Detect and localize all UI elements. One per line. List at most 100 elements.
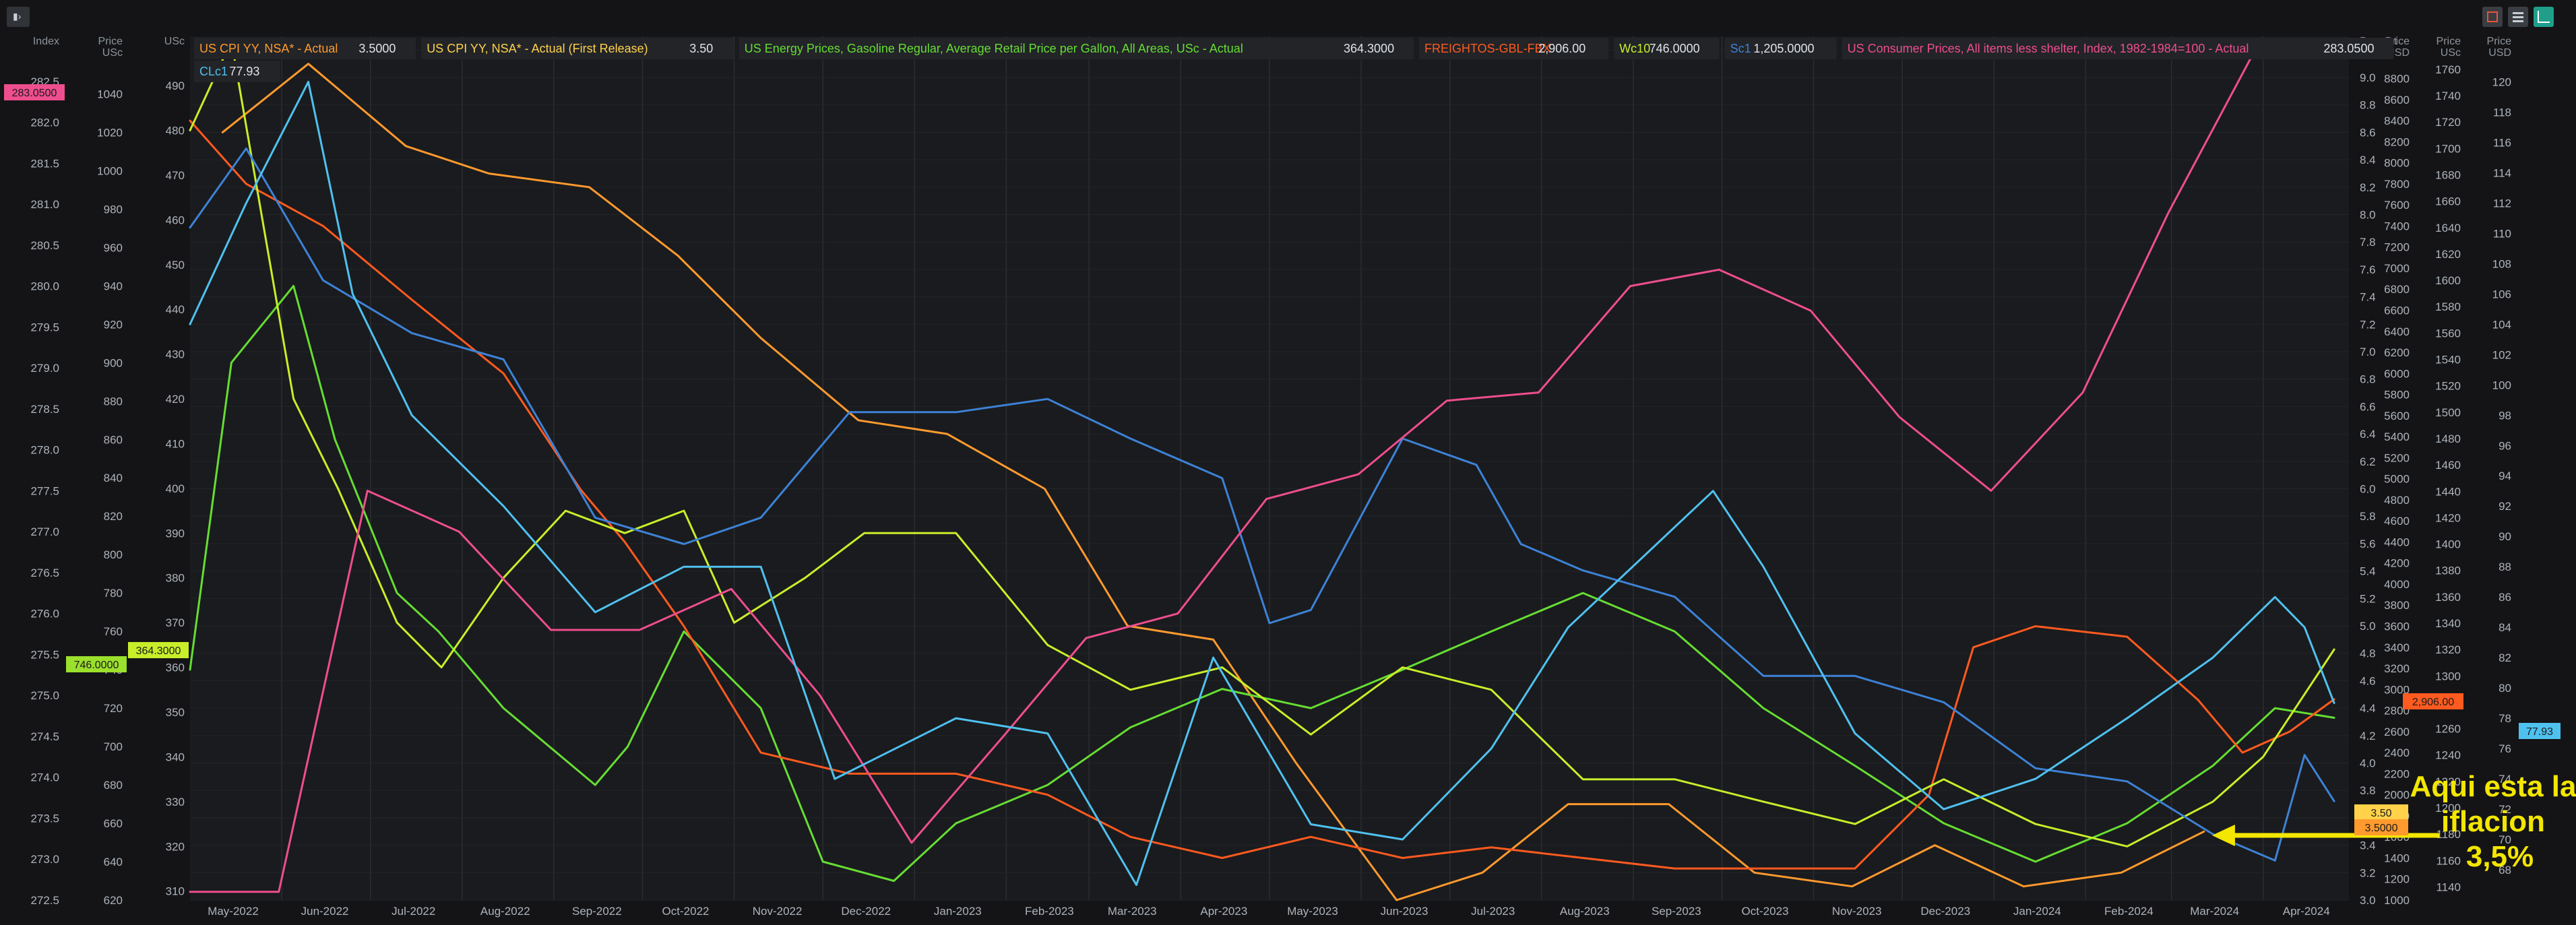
y-tick-label-cl: 104 — [2492, 318, 2511, 331]
legend-item-bg — [1419, 38, 1609, 59]
y-tick-label-sc: 1420 — [2435, 511, 2461, 524]
y-tick-label-frt: 6600 — [2384, 304, 2410, 317]
y-tick-label-idx: 280.0 — [30, 280, 59, 293]
y-tick-label-wc: 390 — [166, 527, 185, 540]
legend-item-name: Wc10 — [1619, 42, 1650, 55]
axis-title-gas: USc — [102, 47, 123, 59]
y-tick-label-frt: 4800 — [2384, 494, 2410, 507]
chart-type-button[interactable] — [2482, 7, 2503, 27]
y-tick-label-pct: 4.0 — [2360, 757, 2376, 770]
annotation-arrow-head — [2211, 825, 2235, 846]
y-tick-label-sc: 1180 — [2436, 828, 2461, 841]
series-line-0 — [221, 63, 2205, 901]
x-tick-label: Nov-2023 — [1832, 905, 1882, 918]
y-tick-label-pct: 8.2 — [2360, 181, 2376, 194]
grid-icon — [2513, 11, 2523, 22]
y-tick-label-idx: 280.5 — [30, 239, 59, 252]
y-tick-label-sc: 1520 — [2435, 380, 2461, 393]
x-tick-label: Nov-2022 — [753, 905, 803, 918]
y-tick-label-frt: 4400 — [2384, 536, 2410, 548]
y-tick-label-pct: 4.2 — [2360, 730, 2376, 742]
y-tick-label-cl: 82 — [2499, 651, 2511, 664]
chart-view-button[interactable] — [2534, 7, 2554, 27]
x-tick-label: Jun-2023 — [1381, 905, 1428, 918]
wheat-value-tag: 364.3000 — [136, 645, 181, 657]
legend-item-bg — [1724, 38, 1837, 59]
y-tick-label-sc: 1720 — [2435, 116, 2461, 129]
y-tick-label-cl: 74 — [2499, 773, 2511, 786]
legend-item-bg — [421, 38, 734, 59]
y-tick-label-cl: 80 — [2499, 682, 2511, 695]
series-line-5 — [189, 147, 2335, 862]
y-tick-label-gas: 780 — [104, 587, 123, 600]
x-tick-label: Mar-2023 — [1108, 905, 1157, 918]
y-tick-label-wc: 450 — [166, 259, 185, 272]
y-tick-label-wc: 440 — [166, 303, 185, 316]
y-tick-label-pct: 6.6 — [2360, 400, 2376, 413]
x-tick-label: Feb-2024 — [2104, 905, 2154, 918]
legend-item-name: US Energy Prices, Gasoline Regular, Aver… — [745, 42, 1243, 55]
y-tick-label-idx: 278.5 — [30, 403, 59, 416]
y-tick-label-idx: 277.5 — [30, 484, 59, 497]
y-tick-label-cl: 120 — [2492, 75, 2511, 88]
y-tick-label-frt: 1400 — [2384, 852, 2410, 864]
x-tick-label: Apr-2023 — [1200, 905, 1247, 918]
y-tick-label-wc: 490 — [166, 79, 185, 92]
y-tick-label-sc: 1140 — [2436, 881, 2461, 893]
y-tick-label-wc: 310 — [166, 885, 185, 898]
x-tick-label: Jul-2023 — [1471, 905, 1515, 918]
y-tick-label-pct: 6.0 — [2360, 483, 2376, 496]
y-tick-label-idx: 272.5 — [30, 894, 59, 907]
table-view-button[interactable] — [2508, 7, 2528, 27]
y-tick-label-wc: 480 — [166, 124, 185, 137]
y-tick-label-cl: 100 — [2492, 379, 2511, 391]
y-tick-label-cl: 108 — [2492, 257, 2511, 270]
y-tick-label-pct: 7.6 — [2360, 263, 2376, 276]
legend-item-value: 3.50 — [689, 42, 713, 55]
line-chart-icon — [2538, 11, 2550, 23]
y-tick-label-pct: 5.8 — [2360, 510, 2376, 523]
y-tick-label-sc: 1500 — [2435, 406, 2461, 419]
y-tick-label-cl: 68 — [2499, 864, 2511, 876]
y-tick-label-idx: 276.5 — [30, 567, 59, 579]
y-tick-label-frt: 5600 — [2384, 410, 2410, 422]
x-tick-label: May-2022 — [208, 905, 259, 918]
y-tick-label-gas: 760 — [104, 625, 123, 638]
x-tick-label: Apr-2024 — [2283, 905, 2330, 918]
x-tick-label: Feb-2023 — [1025, 905, 1074, 918]
legend-item-bg — [1842, 38, 2394, 59]
y-tick-label-frt: 6400 — [2384, 325, 2410, 338]
axis-value-tags: 283.0500 746.0000 364.3000 3.50 3.5000 2,906.… — [4, 84, 2561, 835]
index-value-tag: 283.0500 — [12, 88, 57, 99]
y-tick-label-idx: 273.5 — [30, 812, 59, 825]
y-tick-label-sc: 1560 — [2435, 327, 2461, 340]
y-tick-label-idx: 279.5 — [30, 321, 59, 333]
legend-item-bg — [1614, 38, 1720, 59]
y-tick-label-wc: 340 — [166, 751, 185, 763]
legend-item-value: 364.3000 — [1344, 42, 1394, 55]
y-tick-label-sc: 1740 — [2435, 90, 2461, 102]
y-tick-label-pct: 8.8 — [2360, 99, 2376, 112]
y-tick-label-frt: 5400 — [2384, 430, 2410, 443]
y-tick-label-frt: 5000 — [2384, 473, 2410, 486]
legend-item-value: 3.5000 — [358, 42, 396, 55]
panel-toggle-button[interactable]: ▮› — [7, 7, 30, 27]
y-tick-label-frt: 6000 — [2384, 367, 2410, 380]
axis-title-wc: USc — [164, 36, 185, 47]
axis-title-gas: Price — [98, 36, 123, 47]
annotation-line-2: iflacion — [2441, 805, 2545, 838]
y-tick-label-gas: 960 — [104, 241, 123, 254]
y-tick-label-gas: 840 — [104, 472, 123, 484]
y-tick-label-cl: 94 — [2499, 470, 2511, 482]
axis-title-cl: Price — [2487, 36, 2512, 47]
y-tick-label-wc: 460 — [166, 214, 185, 226]
y-tick-label-gas: 700 — [104, 740, 123, 753]
y-tick-label-sc: 1440 — [2435, 485, 2461, 498]
legend-item-name: US Consumer Prices, All items less shelt… — [1848, 42, 2249, 55]
y-tick-label-cl: 90 — [2499, 530, 2511, 543]
y-tick-label-gas: 860 — [104, 433, 123, 446]
cpi-actual-value-tag: 3.5000 — [2365, 823, 2398, 834]
axis-title-idx: Index — [33, 36, 59, 47]
y-tick-label-cl: 110 — [2493, 227, 2511, 240]
